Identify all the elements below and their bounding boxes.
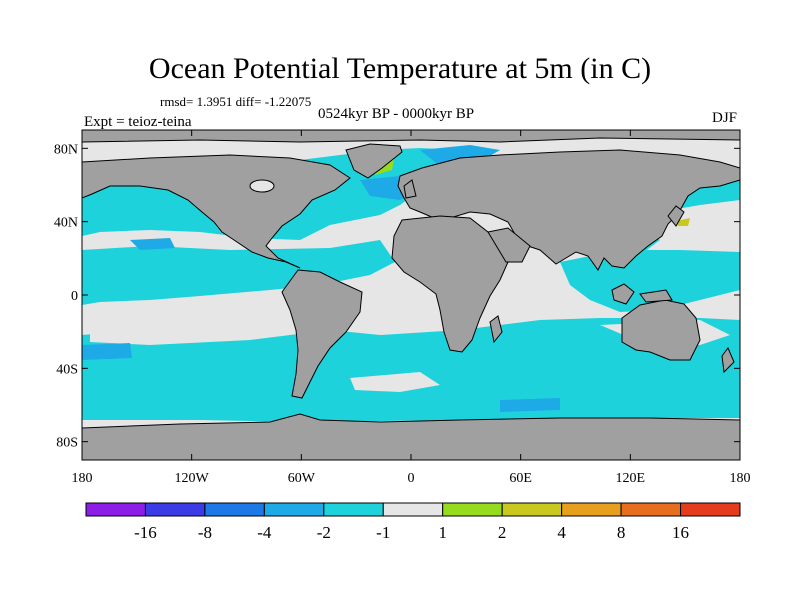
x-tick-label: 60W [288,471,316,486]
x-axis: 180 120W 60W 0 60E 120E 180 [72,130,751,486]
y-tick-label: 80S [56,436,78,451]
colorbar-swatch [382,502,444,517]
colorbar-swatch [680,502,741,517]
experiment-label: Expt = teioz-teina [84,114,192,130]
hudson-bay [249,179,275,193]
x-tick-label: 60E [509,471,532,486]
land-antarctica [82,413,740,460]
land-south-america [281,269,363,399]
y-axis: 80N 40N 0 40S 80S [54,142,740,451]
land-borneo [611,283,635,305]
x-tick-label: 120E [616,471,646,486]
warm-anomaly-pacific [676,218,690,226]
colorbar-label: -1 [376,523,390,542]
colorbar-swatch [620,502,682,517]
land-uk [403,179,417,199]
colorbar-label: -16 [134,523,157,542]
colorbar-swatch [144,502,206,517]
chart-title: Ocean Potential Temperature at 5m (in C) [148,52,652,85]
y-tick-label: 40S [56,362,78,377]
colorbar-swatch [442,502,503,517]
y-tick-label: 0 [71,289,78,304]
colorbar-label: 4 [557,523,566,542]
season-label: DJF [712,110,738,126]
colorbar-label: 8 [617,523,626,542]
colorbar-label: 16 [672,523,689,542]
land-greenland [345,143,403,179]
colorbar-label: -8 [198,523,212,542]
land-north-america [82,154,351,269]
colorbar-label: 2 [498,523,507,542]
colorbar-swatch [561,502,622,517]
colorbar-label: -4 [257,523,272,542]
map-field [82,130,740,460]
colorbar-swatch [323,502,384,517]
y-tick-label: 80N [54,142,78,157]
period-label: 0524kyr BP - 0000kyr BP [318,106,475,122]
colorbar-label: -2 [317,523,331,542]
y-tick-label: 40N [54,216,78,231]
x-tick-label: 180 [72,471,93,486]
land-arabia [487,227,531,263]
x-tick-label: 120W [175,471,210,486]
x-tick-label: 0 [408,471,415,486]
stats-label: rmsd= 1.3951 diff= -1.22075 [160,94,312,109]
colorbar-swatch [501,502,563,517]
land-madagascar [489,315,503,344]
land-nz [721,347,735,374]
colorbar: -16 -8 -4 -2 -1 1 2 4 8 16 [85,502,741,542]
land-eurasia [397,149,740,271]
colorbar-label: 1 [438,523,447,542]
colorbar-swatch [85,502,146,517]
colorbar-swatch [263,502,325,517]
x-tick-label: 180 [730,471,751,486]
land-new-guinea [639,289,673,303]
colorbar-swatch [204,502,265,517]
land-japan [667,205,685,227]
